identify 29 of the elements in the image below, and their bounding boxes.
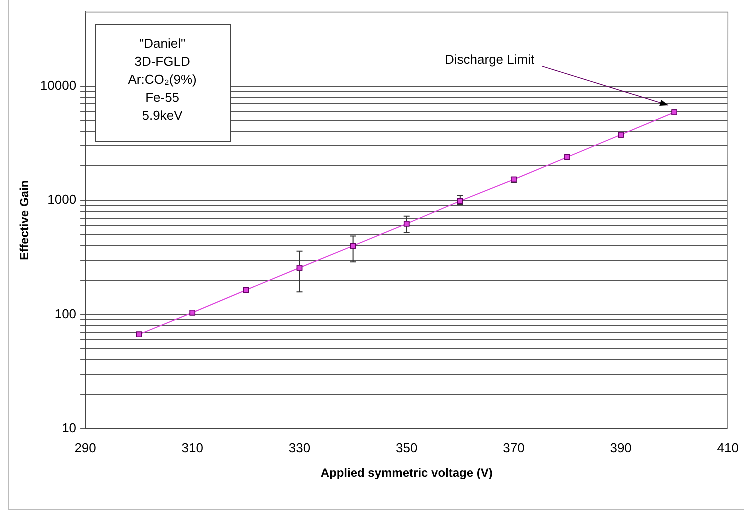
y-tick-label: 10000	[40, 78, 77, 93]
point	[190, 310, 196, 316]
point	[136, 332, 142, 338]
y-tick-label: 10	[62, 420, 77, 436]
x-tick-label: 390	[610, 440, 632, 456]
annotation: Discharge Limit	[445, 52, 535, 68]
point	[404, 221, 410, 227]
y-tick-label: 1000	[48, 192, 77, 208]
x-tick-label: 290	[74, 440, 96, 456]
x-tick-label: 330	[288, 440, 311, 456]
x-tick-label: 370	[503, 440, 525, 456]
x-tick-label: 310	[182, 440, 204, 456]
point	[458, 198, 464, 204]
point	[296, 265, 303, 271]
annotation: 3D-FGLD	[134, 52, 192, 71]
x-tick-label: 410	[717, 440, 740, 456]
annotation: "Daniel"	[138, 34, 187, 53]
x-axis-title: Applied symmetric voltage (V)	[320, 466, 493, 480]
annotation: Ar:CO₂(9%)	[127, 70, 198, 89]
annotation: Fe-55	[144, 88, 181, 107]
point	[618, 132, 624, 138]
point	[243, 287, 250, 294]
x-tick-label: 350	[396, 440, 418, 456]
annotation: 5.9keV	[141, 106, 184, 125]
point	[672, 110, 678, 116]
point	[350, 243, 356, 249]
y-axis-title: Effective Gain	[18, 180, 32, 260]
point	[564, 154, 570, 160]
y-tick-label: 100	[54, 306, 77, 322]
